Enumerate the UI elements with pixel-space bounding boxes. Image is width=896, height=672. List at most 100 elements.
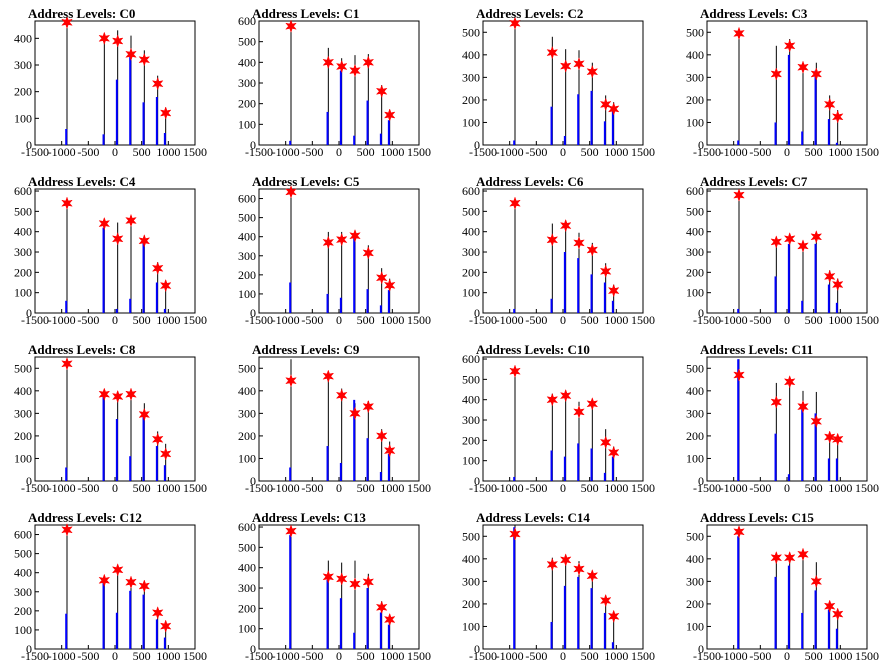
x-tick-label: 1500 <box>183 481 207 495</box>
data-point-marker <box>770 67 783 81</box>
y-tick-label: 300 <box>462 245 480 259</box>
x-tick-label: 500 <box>357 481 375 495</box>
data-point-marker <box>797 60 809 74</box>
x-tick-label: 500 <box>581 649 599 663</box>
chart-panel: 0 100 200 300 400 500 -1500 -1000 -500 0 500 1000 15… <box>448 504 672 672</box>
data-point-marker <box>98 573 111 588</box>
y-tick-label: 200 <box>238 429 256 443</box>
x-tick-label: -500 <box>525 481 547 495</box>
data-point-marker <box>509 364 521 378</box>
plot-frame <box>706 20 868 146</box>
x-tick-label: 1000 <box>380 313 404 327</box>
data-point-marker <box>599 593 612 608</box>
data-point-marker <box>770 235 783 249</box>
y-tick-label: 300 <box>238 76 256 90</box>
data-point-marker <box>111 34 124 48</box>
x-tick-label: 1000 <box>604 481 628 495</box>
chart-title: Address Levels: C15 <box>700 510 814 525</box>
x-tick-label: -1000 <box>48 313 76 327</box>
data-point-marker <box>599 435 612 450</box>
x-tick-label: 1500 <box>407 481 431 495</box>
x-tick-label: 500 <box>357 313 375 327</box>
chart-title: Address Levels: C1 <box>252 6 360 21</box>
plot-frame <box>258 188 420 314</box>
data-point-marker <box>138 579 151 593</box>
x-tick-label: -1000 <box>272 649 300 663</box>
data-point-marker <box>733 525 745 539</box>
x-tick-label: -1500 <box>469 481 497 495</box>
chart-svg: 0 100 200 300 400 500 -1500-1000 -500 0 500 1000 15… <box>462 524 655 663</box>
x-tick-label: -500 <box>301 145 323 159</box>
data-point-marker <box>159 278 172 293</box>
data-point-marker <box>823 269 836 284</box>
y-tick-label: 0 <box>26 474 32 488</box>
x-tick-label: 0 <box>112 481 118 495</box>
x-tick-label: -1500 <box>693 649 721 663</box>
y-tick-label: 300 <box>238 581 256 595</box>
data-point-marker <box>573 405 585 419</box>
x-tick-label: -1000 <box>720 649 748 663</box>
plot-frame <box>482 188 644 314</box>
data-point-marker <box>151 261 164 276</box>
data-point-marker <box>335 232 348 247</box>
data-point-marker <box>573 57 585 71</box>
x-tick-label: -1500 <box>469 313 497 327</box>
data-point-marker <box>111 389 124 404</box>
data-point-marker <box>783 375 796 389</box>
y-tick-label: 0 <box>250 306 256 320</box>
data-point-marker <box>831 432 844 447</box>
x-tick-label: -1000 <box>720 481 748 495</box>
y-tick-label: 400 <box>238 561 256 575</box>
x-tick-label: -500 <box>77 313 99 327</box>
data-point-marker <box>322 369 335 383</box>
y-tick-label: 400 <box>14 31 32 45</box>
data-point-marker <box>362 246 375 260</box>
chart-panel: 0 100 200 300 400 500 -1500 -1000 -500 0 500 1000 15… <box>672 504 896 672</box>
x-tick-label: 1000 <box>828 145 852 159</box>
x-tick-label: 0 <box>560 313 566 327</box>
data-point-marker <box>831 607 844 621</box>
x-tick-label: 500 <box>357 145 375 159</box>
chart-panel: 0 100 200 300 400 500 -1500 -1000 -500 0 500 1000 15… <box>672 336 896 504</box>
x-tick-label: -500 <box>749 649 771 663</box>
x-tick-label: 1000 <box>380 649 404 663</box>
data-point-marker <box>810 414 823 429</box>
x-tick-label: -1000 <box>272 481 300 495</box>
y-tick-label: 100 <box>462 619 480 633</box>
x-tick-label: -1000 <box>48 145 76 159</box>
chart-panel: 0 100 200 300 400 500 600 -1500 -1000 -500 0 500 100… <box>0 504 224 672</box>
y-tick-label: 0 <box>698 642 704 656</box>
chart-svg: 0 100 200 300 400 500 600 -1500-1000 -500 0 500 100… <box>238 185 431 327</box>
y-tick-label: 300 <box>462 574 480 588</box>
chart-title: Address Levels: C3 <box>700 6 808 21</box>
x-tick-label: 1500 <box>631 313 655 327</box>
x-tick-label: -1500 <box>21 313 49 327</box>
y-tick-label: 400 <box>14 225 32 239</box>
x-tick-label: 1500 <box>631 481 655 495</box>
data-point-marker <box>159 106 172 120</box>
x-tick-label: 1500 <box>183 313 207 327</box>
y-tick-label: 100 <box>462 115 480 129</box>
x-tick-label: 0 <box>560 481 566 495</box>
x-tick-label: 1500 <box>407 313 431 327</box>
data-point-marker <box>546 557 559 572</box>
x-tick-label: -1000 <box>720 313 748 327</box>
y-tick-label: 600 <box>238 14 256 28</box>
y-tick-label: 500 <box>238 35 256 49</box>
x-tick-label: 1500 <box>855 313 879 327</box>
y-tick-label: 300 <box>462 413 480 427</box>
data-point-marker <box>823 599 836 613</box>
x-tick-label: 0 <box>560 145 566 159</box>
data-point-marker <box>349 228 361 243</box>
y-tick-label: 600 <box>238 520 256 534</box>
x-tick-label: 1500 <box>855 481 879 495</box>
x-tick-label: 0 <box>336 649 342 663</box>
x-tick-label: -1500 <box>21 145 49 159</box>
data-point-marker <box>559 59 572 73</box>
chart-panel: 0 100 200 300 400 500 600 -1500 -1000 -500 0 500 100… <box>448 336 672 504</box>
data-point-marker <box>797 547 809 562</box>
x-tick-label: 0 <box>784 313 790 327</box>
x-tick-label: 500 <box>805 145 823 159</box>
x-tick-label: -1000 <box>48 649 76 663</box>
chart-title: Address Levels: C12 <box>28 510 142 525</box>
